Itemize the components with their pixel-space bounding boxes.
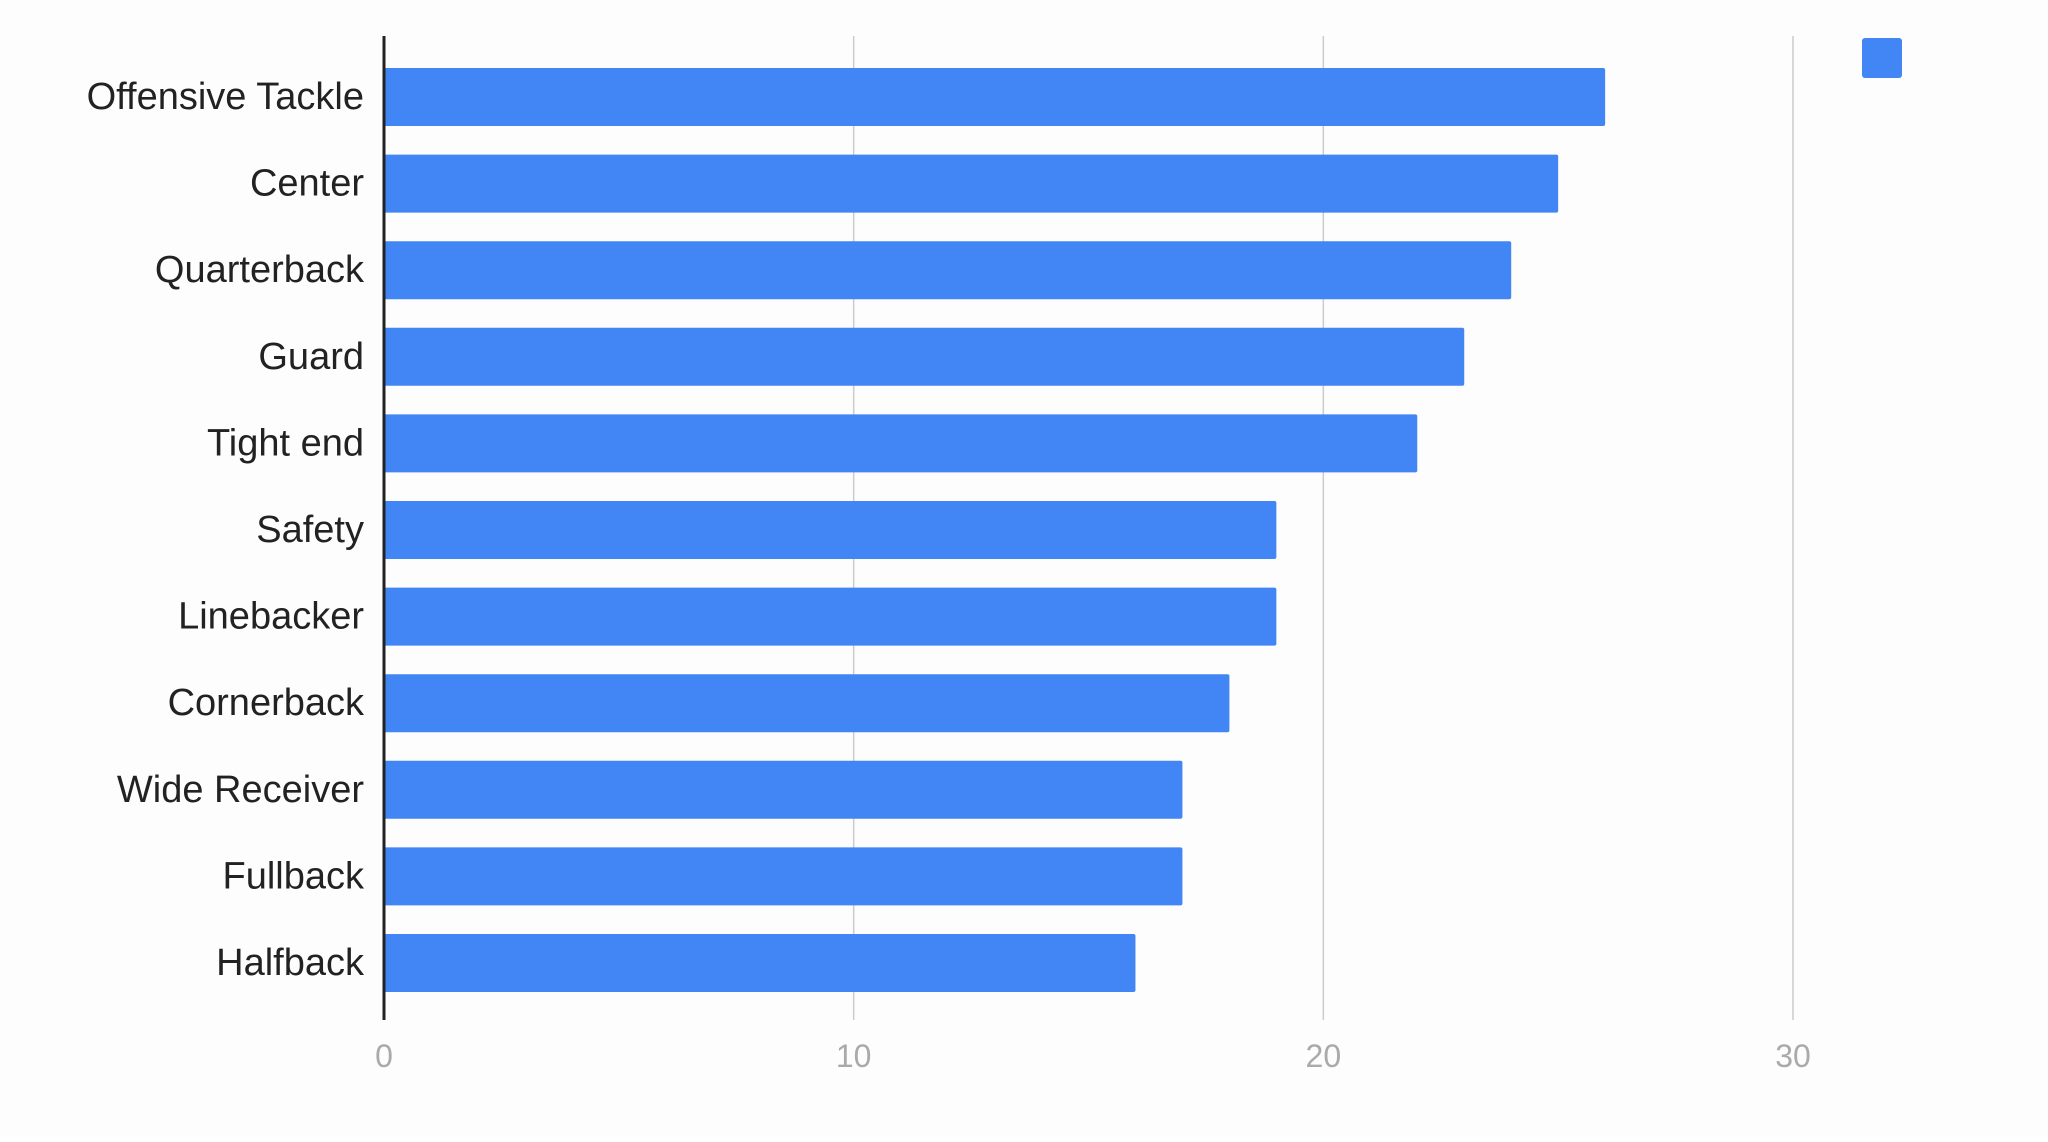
- bar-safety[interactable]: [384, 501, 1277, 559]
- bar-offensive-tackle[interactable]: [384, 68, 1606, 126]
- category-label: Cornerback: [168, 682, 365, 724]
- category-label: Center: [250, 163, 364, 205]
- bars: [384, 68, 1606, 992]
- bar-tight-end[interactable]: [384, 414, 1418, 473]
- category-label: Halfback: [216, 942, 365, 984]
- category-label: Wide Receiver: [117, 769, 364, 811]
- category-label: Offensive Tackle: [87, 76, 364, 118]
- x-tick-label: 10: [836, 1038, 872, 1074]
- bar-guard[interactable]: [384, 327, 1465, 386]
- bar-quarterback[interactable]: [384, 241, 1512, 300]
- x-tick-label: 30: [1775, 1038, 1811, 1074]
- x-tick-label: 20: [1306, 1038, 1342, 1074]
- legend-swatch[interactable]: [1862, 38, 1902, 78]
- category-label: Tight end: [207, 422, 364, 464]
- bar-fullback[interactable]: [384, 847, 1183, 906]
- category-label: Guard: [258, 336, 364, 378]
- category-label: Safety: [256, 509, 364, 551]
- category-label: Fullback: [223, 855, 365, 897]
- bar-cornerback[interactable]: [384, 674, 1230, 733]
- bar-wide-receiver[interactable]: [384, 760, 1183, 819]
- bar-halfback[interactable]: [384, 934, 1136, 992]
- x-tick-label: 0: [375, 1038, 393, 1074]
- bar-center[interactable]: [384, 154, 1559, 213]
- legend: [1862, 38, 1902, 78]
- category-label: Linebacker: [178, 596, 364, 638]
- category-label: Quarterback: [155, 249, 365, 291]
- labels: Offensive Tackle Center Quarterback Guard Ti…: [87, 76, 1811, 1074]
- bar-linebacker[interactable]: [384, 587, 1277, 646]
